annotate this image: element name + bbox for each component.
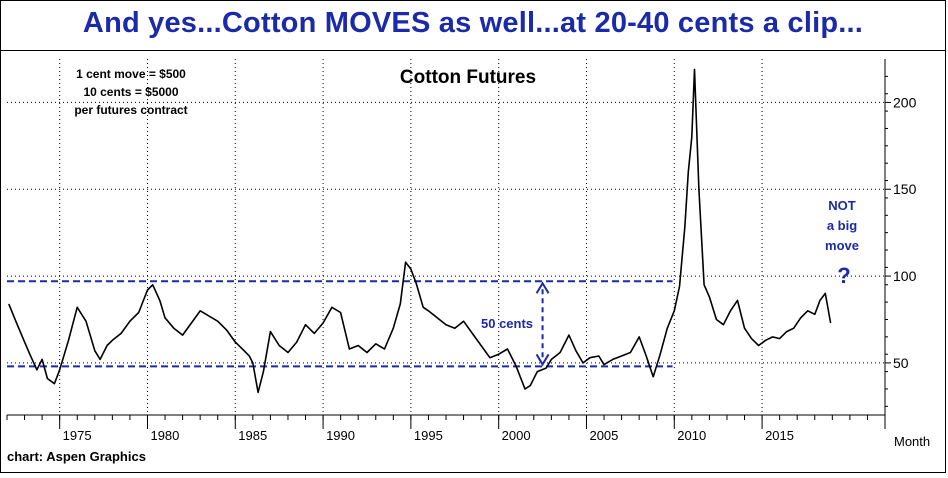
note-question: ? <box>837 263 850 288</box>
x-tick-label: 1975 <box>63 428 92 443</box>
note-move: move <box>825 238 859 253</box>
y-tick-label: 50 <box>893 355 909 371</box>
x-tick-label: 1995 <box>414 428 443 443</box>
y-tick-label: 200 <box>893 94 917 110</box>
grid-layer <box>7 59 885 415</box>
x-tick-label: 2015 <box>765 428 794 443</box>
y-tick-label: 100 <box>893 268 917 284</box>
x-tick-label: 2010 <box>677 428 706 443</box>
x-tick-label: 1980 <box>150 428 179 443</box>
x-axis-label: Month <box>894 434 930 449</box>
cotton-futures-chart: 1975 1980 1985 1990 1995 2000 2005 2010 2015 50 10… <box>6 59 930 464</box>
note-not: NOT <box>828 198 856 213</box>
chart-title: Cotton Futures <box>400 67 536 88</box>
x-tick-label: 1985 <box>238 428 267 443</box>
price-line <box>8 68 832 394</box>
range-arrow-head-up <box>535 281 550 294</box>
note-a-big: a big <box>827 218 857 233</box>
range-arrow-head-down <box>535 353 550 367</box>
x-tick-label: 1990 <box>326 428 355 443</box>
y-tick-label: 150 <box>893 181 917 197</box>
headline-text: And yes...Cotton MOVES as well...at 20-4… <box>82 7 864 39</box>
source-credit: chart: Aspen Graphics <box>7 449 146 464</box>
chart-frame: 1975 1980 1985 1990 1995 2000 2005 2010 2015 50 10… <box>0 51 946 473</box>
x-tick-label: 2000 <box>502 428 531 443</box>
headline-banner: And yes...Cotton MOVES as well...at 20-4… <box>0 0 946 51</box>
series-layer <box>8 68 832 394</box>
reference-lines <box>7 280 673 368</box>
label-50-cents: 50 cents <box>481 316 533 331</box>
note-cent-move: 1 cent move = $500 <box>76 67 186 81</box>
axis-layer: 1975 1980 1985 1990 1995 2000 2005 2010 2015 50 10… <box>6 59 917 443</box>
note-ten-cents: 10 cents = $5000 <box>83 85 178 99</box>
x-tick-label: 2005 <box>589 428 618 443</box>
note-per-contract: per futures contract <box>74 103 187 117</box>
